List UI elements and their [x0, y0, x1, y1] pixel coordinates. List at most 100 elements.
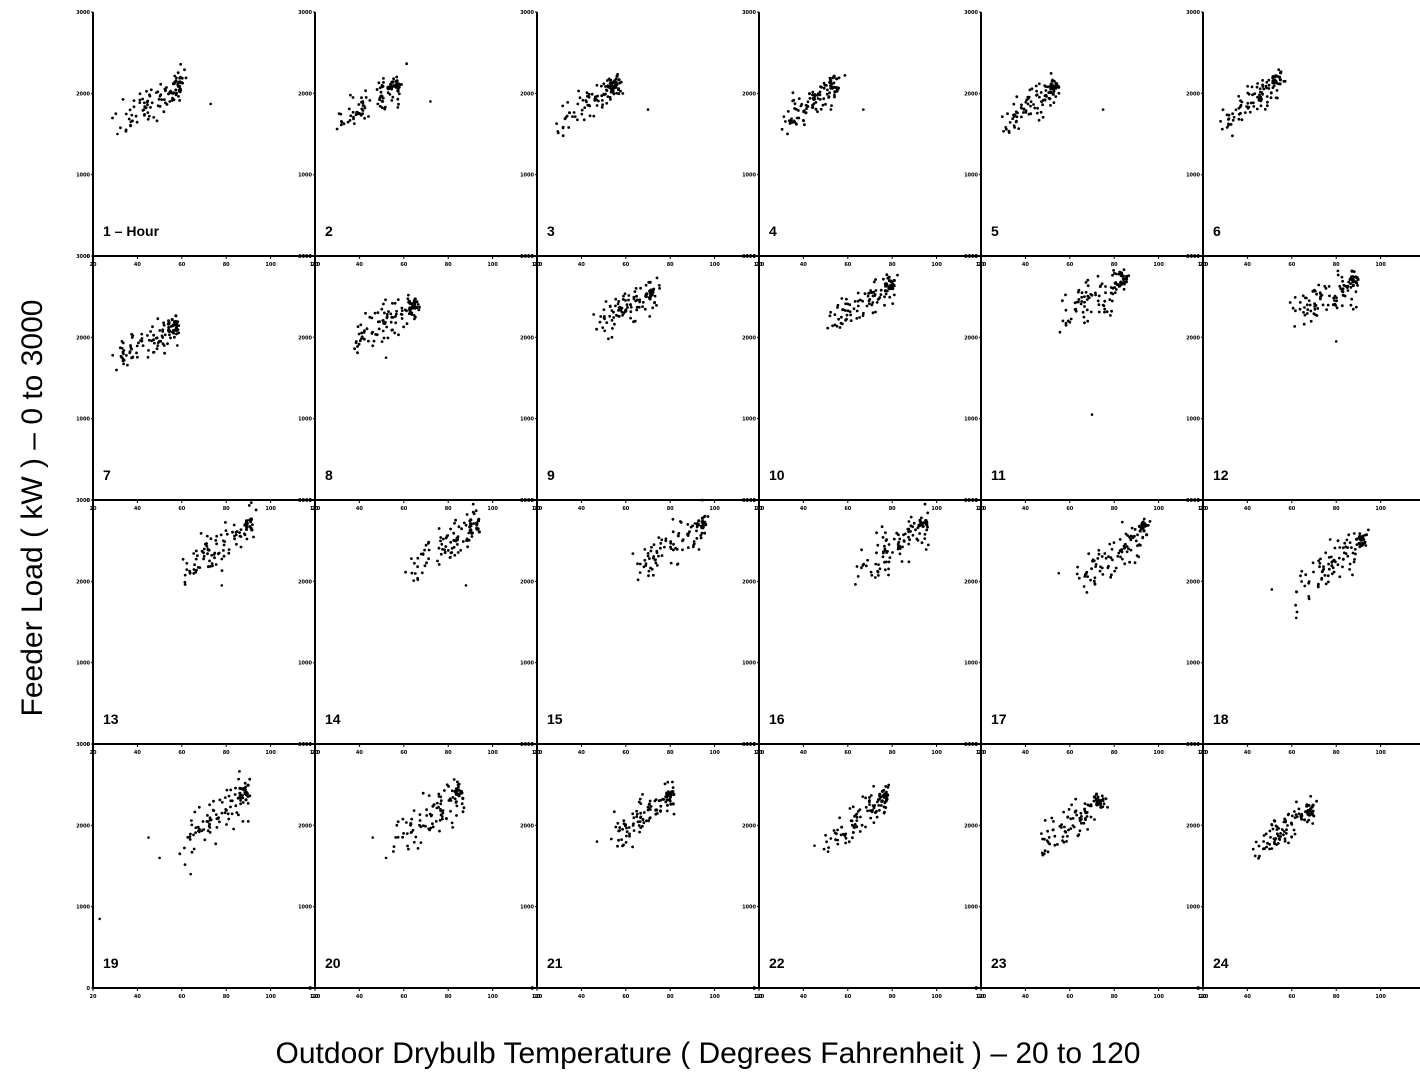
- data-point: [1043, 98, 1047, 102]
- data-point: [564, 115, 568, 119]
- data-point: [1024, 100, 1028, 104]
- data-point: [1095, 800, 1099, 804]
- data-point: [163, 87, 167, 91]
- data-point: [214, 539, 218, 542]
- data-point: [1292, 828, 1296, 832]
- data-point: [407, 293, 410, 297]
- data-point: [427, 540, 431, 544]
- data-point: [1323, 574, 1327, 577]
- data-point: [875, 551, 878, 555]
- y-tick-label: 3000: [298, 742, 312, 748]
- data-point: [884, 799, 888, 803]
- data-point: [177, 95, 180, 98]
- data-point: [616, 821, 620, 825]
- data-point: [870, 303, 874, 307]
- data-point: [1060, 826, 1063, 829]
- data-point: [1008, 121, 1012, 124]
- data-point: [784, 120, 787, 123]
- x-tick-label: 80: [667, 750, 674, 756]
- data-point: [1305, 804, 1309, 808]
- data-point: [887, 567, 890, 571]
- data-point: [706, 515, 710, 518]
- y-tick-label: 2000: [964, 335, 978, 341]
- data-point: [203, 838, 207, 842]
- data-point: [167, 325, 171, 330]
- data-point: [439, 802, 443, 806]
- data-point: [192, 552, 196, 555]
- data-point: [864, 825, 867, 829]
- x-tick-label: 40: [1022, 262, 1029, 268]
- data-point: [867, 800, 871, 804]
- x-tick-label: 100: [487, 506, 498, 512]
- data-point: [381, 319, 385, 322]
- data-point: [174, 326, 178, 330]
- data-point: [195, 568, 198, 572]
- data-point: [648, 315, 652, 318]
- data-point: [146, 103, 149, 107]
- data-point: [600, 94, 604, 98]
- data-point: [676, 534, 680, 538]
- data-point: [354, 113, 358, 117]
- y-tick-label: 2000: [520, 335, 534, 341]
- data-point: [1295, 610, 1299, 614]
- data-point: [647, 819, 650, 823]
- data-point: [695, 529, 698, 533]
- data-point: [1333, 299, 1336, 302]
- data-point: [608, 81, 612, 85]
- data-point: [223, 811, 227, 815]
- data-point: [1124, 277, 1128, 281]
- data-point: [1268, 843, 1272, 846]
- scatter-points: [1058, 268, 1131, 416]
- data-point: [454, 792, 458, 796]
- data-point: [1320, 576, 1324, 580]
- data-point: [214, 813, 218, 816]
- data-point: [1315, 292, 1318, 296]
- data-point: [639, 811, 642, 815]
- data-point: [1344, 284, 1348, 288]
- data-point: [249, 501, 253, 504]
- panel-label: 13: [103, 711, 119, 727]
- data-point: [172, 323, 176, 327]
- data-point: [450, 547, 454, 550]
- data-point: [1313, 307, 1317, 311]
- data-point: [654, 798, 658, 801]
- data-point: [1090, 293, 1094, 297]
- data-point: [635, 809, 638, 813]
- data-point: [1358, 535, 1362, 539]
- data-point: [193, 563, 197, 567]
- data-point: [178, 75, 183, 80]
- data-point: [418, 305, 421, 309]
- data-point: [212, 553, 216, 556]
- scatter-points: [335, 62, 432, 131]
- data-point: [1032, 103, 1035, 106]
- data-point: [429, 826, 433, 830]
- data-point: [855, 812, 859, 816]
- data-point: [639, 286, 642, 290]
- data-point: [456, 543, 459, 546]
- x-tick-label: 40: [578, 994, 585, 1000]
- data-point: [188, 838, 192, 841]
- y-tick-label: 1000: [742, 661, 756, 667]
- data-point: [152, 333, 156, 337]
- data-point: [1305, 296, 1308, 300]
- x-tick-label: 40: [356, 994, 363, 1000]
- data-point: [1044, 89, 1048, 92]
- data-point: [1349, 282, 1352, 285]
- data-point: [1078, 816, 1082, 820]
- data-point: [1096, 557, 1100, 560]
- data-point: [1013, 113, 1017, 117]
- data-point: [144, 106, 148, 110]
- data-point: [385, 313, 389, 316]
- data-point: [1263, 107, 1267, 111]
- data-point: [641, 305, 644, 308]
- y-tick-label: 2000: [520, 579, 534, 585]
- data-point: [1093, 576, 1097, 580]
- data-point: [401, 817, 405, 821]
- data-point: [1278, 82, 1282, 86]
- data-point: [1050, 816, 1054, 820]
- data-point: [1303, 313, 1307, 317]
- y-tick-label: 1000: [76, 173, 90, 179]
- data-point: [360, 331, 364, 335]
